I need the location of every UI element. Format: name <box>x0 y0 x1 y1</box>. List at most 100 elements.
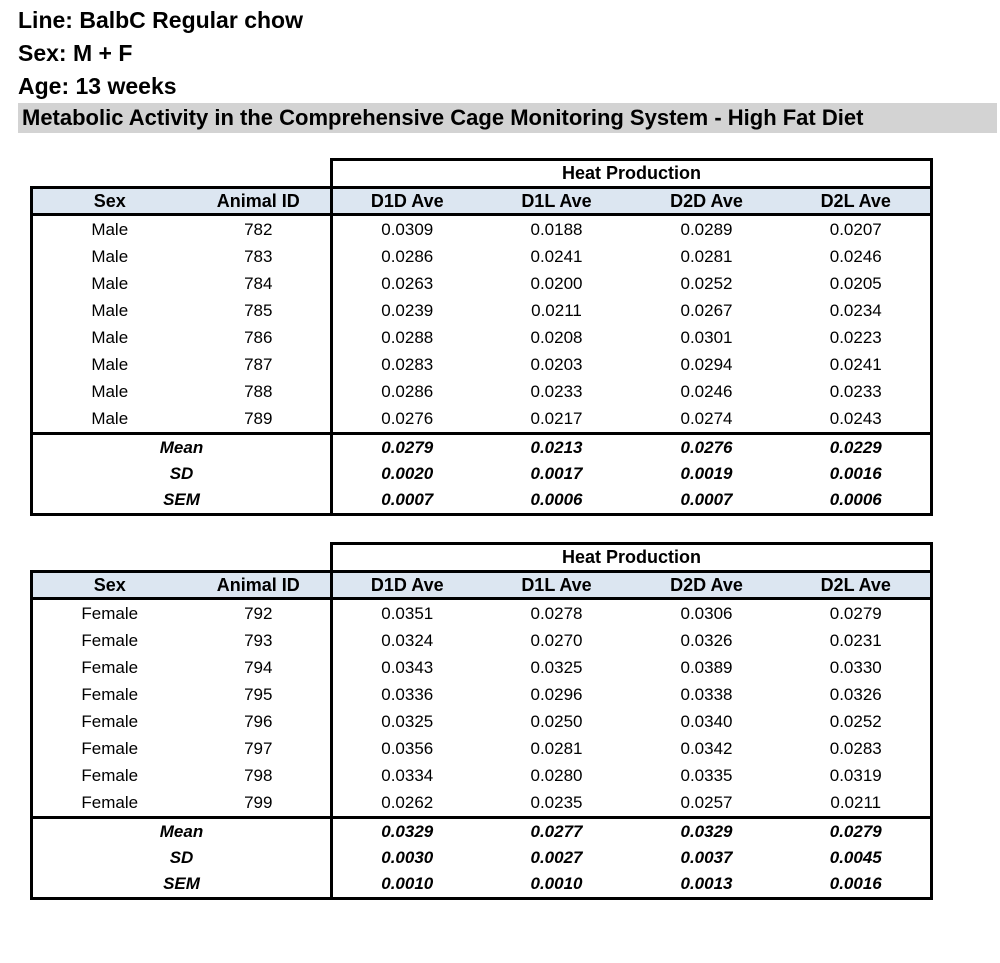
summary-value-cell: 0.0006 <box>781 487 933 516</box>
value-cell: 0.0294 <box>680 354 733 374</box>
column-header-d1l-ave: D1L Ave <box>481 186 632 216</box>
value-cell: 0.0319 <box>781 762 933 789</box>
value-cell: 0.0205 <box>781 270 933 297</box>
value-cell: 0.0334 <box>381 765 434 785</box>
column-header-d1d-ave: D1D Ave <box>331 570 482 600</box>
value-cell: 0.0188 <box>530 219 583 239</box>
table-row: Male 784 0.0263 0.0200 0.0252 0.0205 <box>30 270 933 297</box>
value-cell: 0.0274 <box>680 408 733 428</box>
table-row: Female 797 0.0356 0.0281 0.0342 0.0283 <box>30 735 933 762</box>
summary-value-cell: 0.0276 <box>631 432 782 461</box>
column-header-d1d-ave: D1D Ave <box>331 186 482 216</box>
group-header-cell: Heat Production <box>330 158 933 189</box>
value-cell: 0.0270 <box>530 630 583 650</box>
sex-cell: Male <box>30 243 187 270</box>
value-cell: 0.0306 <box>680 603 733 623</box>
summary-label: SD <box>30 845 333 871</box>
value-cell: 0.0276 <box>381 408 434 428</box>
sex-cell: Male <box>30 270 187 297</box>
summary-value-cell: 0.0007 <box>331 487 482 516</box>
table-row: Female 794 0.0343 0.0325 0.0389 0.0330 <box>30 654 933 681</box>
group-header-cell: Heat Production <box>330 542 933 573</box>
sex-cell: Female <box>30 681 187 708</box>
group-header-row: Heat Production <box>32 158 933 189</box>
summary-value-cell: 0.0329 <box>631 816 782 845</box>
sex-cell: Male <box>30 324 187 351</box>
table-row: Male 786 0.0288 0.0208 0.0301 0.0223 <box>30 324 933 351</box>
table-row: Male 782 0.0309 0.0188 0.0289 0.0207 <box>30 214 933 243</box>
value-cell: 0.0211 <box>781 789 933 818</box>
animal-id-cell: 795 <box>186 681 333 708</box>
column-header-animal-id: Animal ID <box>186 570 333 600</box>
table-row: Male 788 0.0286 0.0233 0.0246 0.0233 <box>30 378 933 405</box>
summary-value-cell: 0.0007 <box>631 487 782 516</box>
value-cell: 0.0262 <box>381 792 434 812</box>
value-cell: 0.0283 <box>781 735 933 762</box>
summary-value-cell: 0.0037 <box>680 848 733 867</box>
summary-value-cell: 0.0027 <box>530 848 583 867</box>
column-header-d2l-ave: D2L Ave <box>781 570 933 600</box>
summary-row: SEM 0.0010 0.0010 0.0013 0.0016 <box>30 871 933 900</box>
animal-id-cell: 784 <box>186 270 333 297</box>
value-cell: 0.0286 <box>381 381 434 401</box>
sex-cell: Male <box>30 297 187 324</box>
value-cell: 0.0241 <box>530 246 583 266</box>
value-cell: 0.0278 <box>530 603 583 623</box>
sex-cell: Female <box>30 735 187 762</box>
summary-value-cell: 0.0277 <box>481 816 632 845</box>
value-cell: 0.0211 <box>531 300 582 320</box>
summary-value-cell: 0.0006 <box>481 487 632 516</box>
value-cell: 0.0296 <box>530 684 583 704</box>
animal-id-cell: 793 <box>186 627 333 654</box>
value-cell: 0.0351 <box>381 603 434 623</box>
summary-value-cell: 0.0010 <box>331 871 482 900</box>
value-cell: 0.0286 <box>381 246 434 266</box>
summary-label: SEM <box>30 487 333 516</box>
summary-value-cell: 0.0030 <box>381 848 434 867</box>
value-cell: 0.0267 <box>680 300 733 320</box>
value-cell: 0.0336 <box>381 684 434 704</box>
animal-id-cell: 789 <box>186 405 333 434</box>
value-cell: 0.0338 <box>680 684 733 704</box>
value-cell: 0.0223 <box>781 324 933 351</box>
animal-id-cell: 799 <box>186 789 333 818</box>
value-cell: 0.0234 <box>781 297 933 324</box>
table-row: Female 796 0.0325 0.0250 0.0340 0.0252 <box>30 708 933 735</box>
value-cell: 0.0281 <box>530 738 583 758</box>
animal-id-cell: 794 <box>186 654 333 681</box>
value-cell: 0.0235 <box>530 792 583 812</box>
value-cell: 0.0343 <box>381 657 434 677</box>
report-info-block: Line: BalbC Regular chow Sex: M + F Age:… <box>18 0 1000 103</box>
value-cell: 0.0239 <box>381 300 434 320</box>
table-row: Female 793 0.0324 0.0270 0.0326 0.0231 <box>30 627 933 654</box>
animal-id-cell: 787 <box>186 351 333 378</box>
summary-value-cell: 0.0279 <box>781 816 933 845</box>
value-cell: 0.0325 <box>381 711 434 731</box>
value-cell: 0.0200 <box>530 273 583 293</box>
column-header-animal-id: Animal ID <box>186 186 333 216</box>
table-row: Male 787 0.0283 0.0203 0.0294 0.0241 <box>30 351 933 378</box>
value-cell: 0.0389 <box>680 657 733 677</box>
value-cell: 0.0279 <box>781 598 933 627</box>
value-cell: 0.0326 <box>781 681 933 708</box>
summary-row: SD 0.0030 0.0027 0.0037 0.0045 <box>30 845 933 871</box>
group-header-row: Heat Production <box>32 542 933 573</box>
summary-value-cell: 0.0016 <box>781 871 933 900</box>
value-cell: 0.0233 <box>781 378 933 405</box>
sex-cell: Female <box>30 654 187 681</box>
column-header-row: Sex Animal ID D1D Ave D1L Ave D2D Ave D2L Ave <box>30 186 933 216</box>
value-cell: 0.0208 <box>530 327 583 347</box>
animal-id-cell: 783 <box>186 243 333 270</box>
summary-value-cell: 0.0279 <box>331 432 482 461</box>
column-header-row: Sex Animal ID D1D Ave D1L Ave D2D Ave D2L Ave <box>30 570 933 600</box>
sex-cell: Male <box>30 378 187 405</box>
value-cell: 0.0250 <box>530 711 583 731</box>
value-cell: 0.0241 <box>781 351 933 378</box>
value-cell: 0.0281 <box>680 246 733 266</box>
value-cell: 0.0257 <box>680 792 733 812</box>
value-cell: 0.0309 <box>381 219 434 239</box>
column-header-sex: Sex <box>30 186 187 216</box>
animal-id-cell: 786 <box>186 324 333 351</box>
value-cell: 0.0325 <box>530 657 583 677</box>
